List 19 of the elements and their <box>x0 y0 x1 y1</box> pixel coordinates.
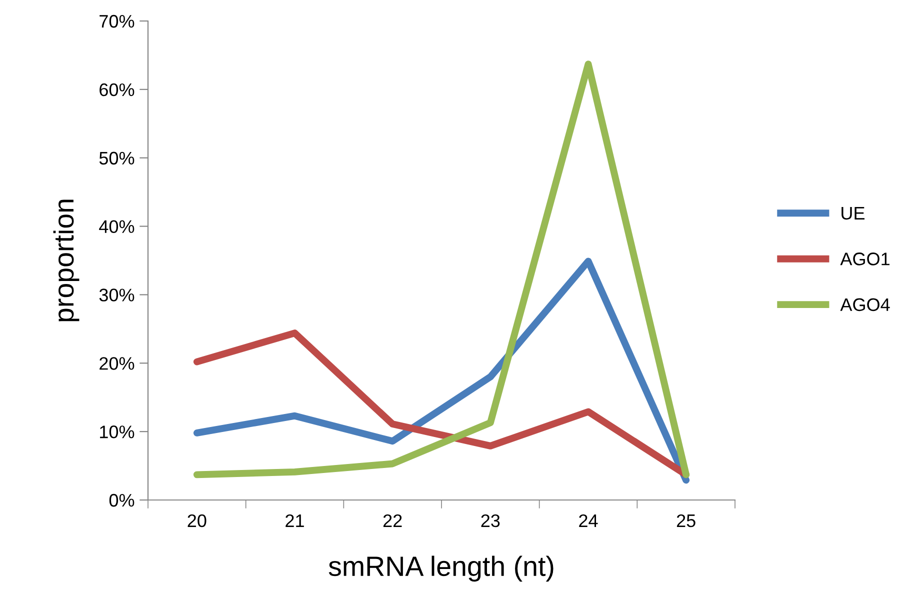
y-tick-label: 0% <box>109 494 134 507</box>
x-axis-title: smRNA length (nt) <box>328 556 554 582</box>
x-tick-label: 25 <box>676 514 696 528</box>
y-axis-title: proportion <box>53 200 80 322</box>
legend-label: AGO1 <box>840 252 890 266</box>
legend-label: UE <box>842 207 864 220</box>
y-tick-label: 50% <box>99 152 134 165</box>
x-tick-label: 23 <box>481 514 500 528</box>
y-tick-label: 30% <box>99 288 134 302</box>
y-tick-label: 10% <box>100 426 134 438</box>
x-tick-label: 21 <box>286 514 304 527</box>
legend-label: AGO4 <box>840 298 890 312</box>
y-tick-label: 60% <box>100 83 134 96</box>
x-tick-label: 24 <box>579 514 598 527</box>
y-tick-label: 40% <box>99 220 134 234</box>
y-tick-label: 70% <box>100 14 134 28</box>
y-tick-label: 20% <box>100 357 134 370</box>
x-tick-label: 22 <box>383 514 402 527</box>
x-tick-label: 20 <box>188 514 206 528</box>
